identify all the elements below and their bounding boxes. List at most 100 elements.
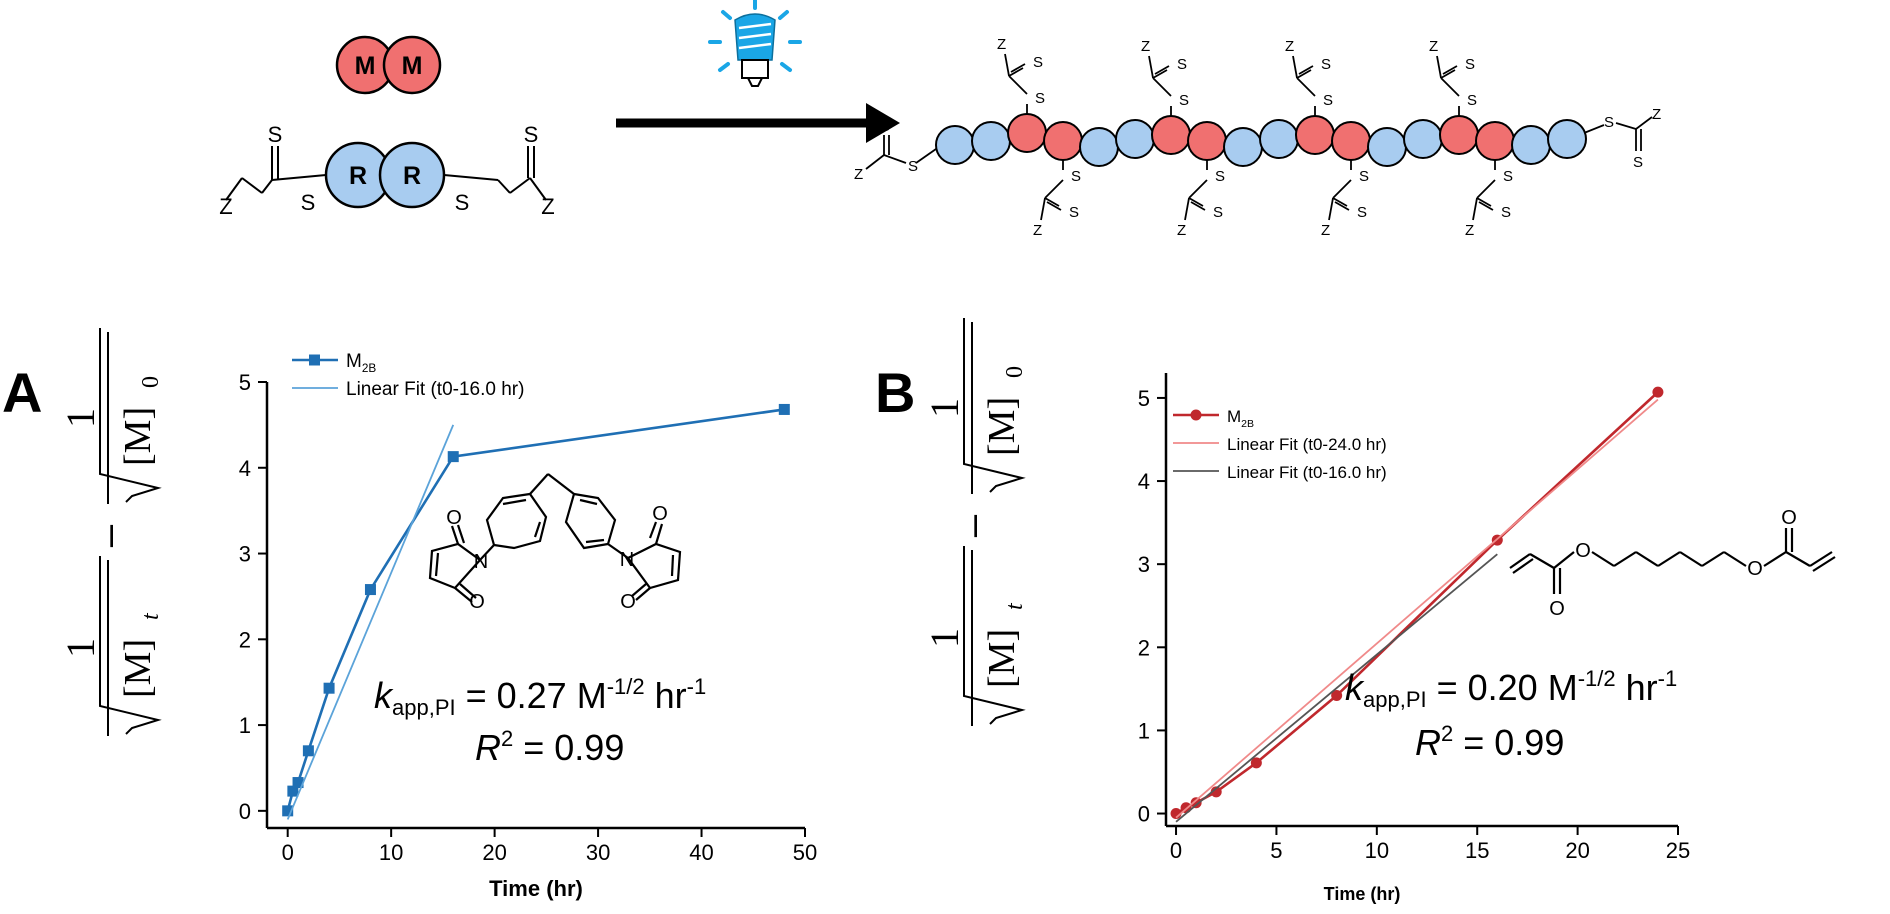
ylabel-m-0: [M]: [117, 407, 159, 466]
chain-z-label: Z: [854, 166, 863, 183]
polymer-chain: S S Z S S Z S S Z S S Z S S Z S S Z S S Z S S Z S S Z S S Z: [854, 36, 1661, 239]
data-point: [1331, 690, 1343, 702]
bismaleimide-atoms: O O N N O O: [446, 503, 668, 613]
chain-sulfur-label: S: [1503, 168, 1513, 185]
bond: [497, 179, 511, 194]
y-tick-label: 3: [1138, 552, 1150, 577]
data-point: [1210, 786, 1222, 798]
chain-bond: [1440, 77, 1460, 97]
chain-bond: [865, 154, 885, 170]
y-tick-label: 4: [1138, 469, 1150, 494]
reaction-arrow: [616, 103, 900, 143]
panel-b: B 1 [M] t – 1 [M] 0 0 5 10 15 20 25012345Time…: [875, 318, 1836, 904]
chain-bond: [1148, 55, 1154, 79]
chain-raft-bead: [1403, 119, 1443, 159]
z-label: Z: [219, 194, 232, 219]
chain-sulfur-label: S: [880, 118, 890, 135]
chain-bond: [1044, 197, 1060, 207]
chain-bond: [1004, 53, 1010, 77]
chain-bond: [1442, 65, 1458, 75]
chain-raft-bead: [1223, 127, 1263, 167]
y-tick-label: 1: [239, 713, 251, 738]
chain-z-label: Z: [1652, 106, 1661, 123]
y-tick-label: 3: [239, 542, 251, 567]
chain-bond: [1010, 63, 1026, 73]
data-point: [364, 584, 376, 596]
y-tick-label: 5: [1138, 386, 1150, 411]
chain-bond: [1296, 77, 1316, 97]
chain-z-label: Z: [1429, 38, 1438, 55]
y-tick-label: 4: [239, 456, 251, 481]
chain-bond: [1292, 55, 1298, 79]
chain-sulfur-label: S: [1177, 56, 1187, 73]
chain-raft-bead: [1511, 125, 1551, 165]
chart-a: 0 10 20 30 40 50 0 1 2 3 4 5 Time (hr) M2B Linear Fit …: [239, 351, 817, 901]
raft-label-2: R: [403, 162, 421, 190]
svg-text:O: O: [1781, 507, 1797, 529]
chain-monomer-bead: [1151, 115, 1191, 155]
svg-text:O: O: [1549, 598, 1565, 620]
chain-monomer-bead: [1187, 121, 1227, 161]
chain-bond: [1298, 65, 1314, 75]
panel-a-ylabel: 1 [M] t – 1 [M] 0: [58, 328, 164, 736]
monomer-pair: M M: [335, 35, 442, 95]
x-tick-label: 50: [793, 840, 817, 865]
chain-bond: [1635, 116, 1653, 130]
chain-bond: [1615, 122, 1637, 130]
sulfur-label: S: [524, 122, 539, 147]
data-point: [1250, 757, 1262, 769]
svg-text:O: O: [620, 591, 636, 613]
y-tick-label: 2: [239, 627, 251, 652]
svg-text:O: O: [469, 591, 485, 613]
chain-sulfur-label: S: [908, 158, 918, 175]
chain-bond: [1440, 69, 1456, 79]
fit-line: [1175, 553, 1498, 823]
x-tick-label: 15: [1465, 838, 1489, 863]
chain-sulfur-label: S: [1633, 154, 1643, 171]
chain-bond: [1188, 197, 1204, 207]
fit-line: [1175, 398, 1659, 819]
ylabel-numerator: 1: [922, 628, 967, 648]
chain-z-label: Z: [1177, 222, 1186, 239]
chain-bond: [1296, 69, 1312, 79]
svg-text:O: O: [446, 507, 462, 529]
chain-sulfur-label: S: [1321, 56, 1331, 73]
svg-text:O: O: [1747, 558, 1763, 580]
ylabel-minus: –: [951, 514, 995, 537]
x-axis-label: Time (hr): [1324, 884, 1401, 904]
chain-bond: [1046, 201, 1062, 211]
panel-a: A 1 [M] t – 1 [M] 0 0 10 20 30 40 50012345Tim…: [2, 328, 817, 901]
chain-bond: [1478, 201, 1494, 211]
ylabel-m-0: [M]: [981, 397, 1023, 456]
chain-bond: [1476, 179, 1496, 199]
panel-b-letter: B: [875, 361, 915, 424]
bond: [271, 174, 327, 181]
chain-sulfur-label: S: [1033, 54, 1043, 71]
data-point: [282, 805, 294, 817]
chain-raft-bead: [1367, 127, 1407, 167]
bond: [509, 177, 531, 194]
chain-z-label: Z: [1141, 38, 1150, 55]
chain-bond: [1184, 197, 1190, 221]
chain-sulfur-label: S: [1357, 204, 1367, 221]
ylabel-minus: –: [87, 524, 131, 547]
chain-monomer-bead: [1331, 121, 1371, 161]
light-bulb-icon: [708, 0, 802, 87]
data-point: [447, 451, 459, 463]
x-tick-label: 0: [1170, 838, 1182, 863]
y-tick-label: 2: [1138, 635, 1150, 660]
fit-line: [286, 424, 455, 820]
monomer-label-2: M: [402, 52, 423, 80]
chain-bond: [1332, 179, 1352, 199]
y-tick-label: 0: [239, 799, 251, 824]
chain-bond: [1436, 55, 1442, 79]
panel-a-kapp: kapp,PI = 0.27 M-1/2 hr-1: [374, 674, 706, 720]
chain-bond: [883, 154, 907, 164]
y-tick-label: 1: [1138, 718, 1150, 743]
chain-z-label: Z: [1285, 38, 1294, 55]
ylabel-m-t: [M]: [981, 629, 1023, 688]
x-tick-label: 30: [586, 840, 610, 865]
chain-sulfur-label: S: [1213, 204, 1223, 221]
